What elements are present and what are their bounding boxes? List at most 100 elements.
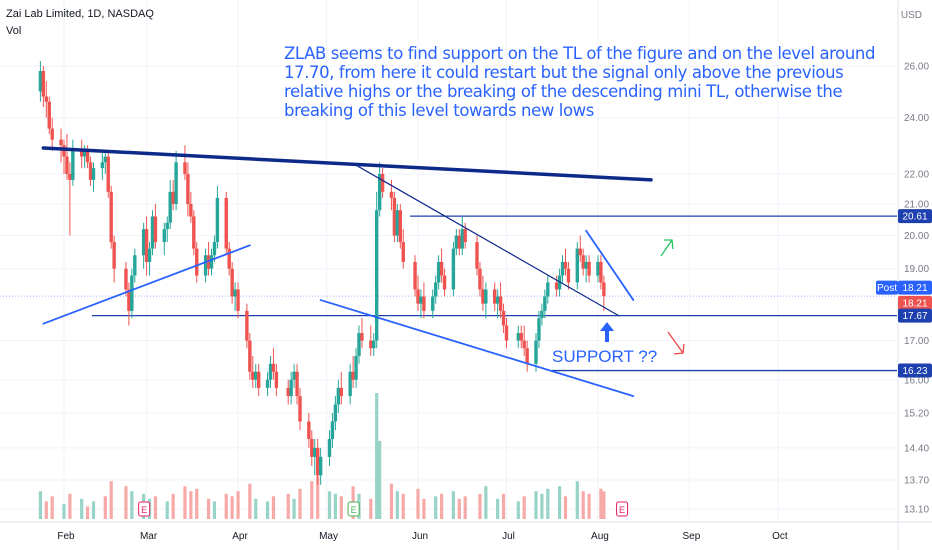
earnings-badge [138,501,151,517]
candle-body [209,255,214,269]
candle-body [351,371,355,380]
candle-body [336,387,341,405]
volume-bar [327,491,332,519]
candle-body [144,229,149,262]
candle-body [130,275,134,311]
earnings-label: E [351,505,357,515]
candle-body [357,333,361,356]
candle-body [372,340,376,349]
candle-body [377,173,382,211]
time-tick-label: Jun [412,531,428,542]
volume-bar [496,498,500,519]
volume-bar [248,483,252,519]
trendline [319,299,635,398]
candle-body [147,248,152,262]
volume-bar [602,491,606,519]
price-tick-label: 24.00 [904,113,929,124]
volume-bar [599,488,603,519]
volume-bar [558,486,562,519]
earnings-badge [347,501,360,517]
candle-body [481,289,485,304]
candle-body [354,355,358,380]
candle-body [286,387,290,397]
candle-body [330,421,335,439]
candle-body [543,296,547,311]
volume-bar [206,498,211,519]
earnings-label: E [141,505,147,515]
candle-body [436,261,441,283]
candle-body [292,371,296,380]
candle-body [369,340,373,349]
candle-body [133,255,137,276]
candle-body [460,229,464,249]
currency-label[interactable]: USD [900,10,922,21]
volume-bar [189,491,193,519]
candle-body [171,191,175,205]
volume-bar [484,486,488,519]
analysis-note: ZLAB seems to find support on the TL of … [284,44,876,120]
volume-bar [224,493,228,519]
price-axis[interactable]: 26.00 24.00 22.00 21.00 20.00 19.00 17.00 16.00… [876,62,932,516]
volume-bar [375,393,379,519]
volume-bar [298,488,302,519]
candle-body [150,216,155,249]
volume-bar [236,491,240,519]
volume-bar [50,496,54,519]
volume-bar [378,440,382,519]
candle-body [186,173,190,205]
support-arrow-icon [600,322,614,342]
price-badge-label: 17.67 [902,311,927,322]
price-tick-label: 20.00 [904,231,929,242]
volume-bars [38,393,606,519]
candle-body [65,156,69,174]
time-axis[interactable]: Feb Mar Apr May Jun Jul Aug Sep Oct [57,531,788,542]
price-tick-label: 17.00 [904,336,929,347]
volume-bar [440,493,444,519]
volume-bar [80,498,84,519]
candle-body [599,261,603,283]
candle-body [251,371,255,380]
candle-body [254,371,258,380]
trendlines [41,146,653,398]
candle-body [360,333,364,341]
candle-body [38,70,43,92]
candle-body [442,275,447,290]
candle-body [463,229,467,243]
candle-body [392,197,397,236]
time-tick-label: Oct [772,531,788,542]
time-tick-label: May [319,531,338,542]
candle-body [224,197,228,249]
volume-bar [575,481,579,519]
volume-bar [339,496,343,519]
volume-bar [124,486,128,519]
candle-body [504,325,509,341]
volume-bar [130,491,134,519]
volume-bar [265,501,270,519]
price-badge-label: Post [877,283,897,294]
earnings-label: E [619,505,625,515]
candle-body [333,404,338,422]
time-tick-label: Apr [232,531,248,542]
candle-body [534,340,538,364]
candle-body [192,216,196,249]
horizontal-levels [92,215,897,372]
volume-bar [183,486,187,519]
candle-body [153,216,158,243]
candle-body [289,379,293,397]
candle-body [578,248,582,256]
candlestick-series [38,61,606,485]
candle-body [91,168,96,180]
candle-body [124,268,128,290]
volume-bar [457,498,461,519]
candle-body [268,363,273,380]
annotation-arrows [600,239,685,355]
candle-body [419,296,423,304]
candle-body [82,150,87,157]
volume-bar [451,491,455,519]
candle-body [540,310,544,319]
candle-body [401,242,405,262]
candle-body [563,261,568,269]
candle-body [380,173,385,192]
price-badge-label: 16.23 [902,366,927,377]
